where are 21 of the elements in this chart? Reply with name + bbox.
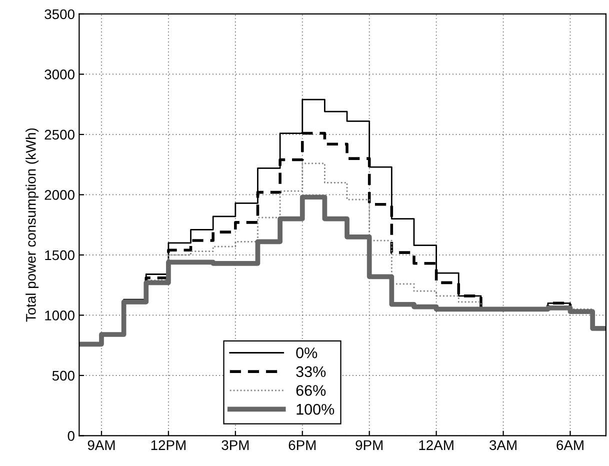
x-tick-label: 6AM bbox=[556, 440, 584, 450]
y-tick-label: 2500 bbox=[44, 130, 74, 140]
x-tick-label: 3PM bbox=[222, 440, 249, 450]
legend-label: 100% bbox=[296, 404, 334, 415]
x-tick-label: 9AM bbox=[88, 440, 115, 450]
x-tick-label: 12AM bbox=[419, 440, 454, 450]
y-tick-label: 2000 bbox=[44, 190, 74, 200]
legend-label: 66% bbox=[296, 385, 326, 396]
y-axis-title: Total power consumption (kWh) bbox=[26, 128, 39, 322]
x-tick-label: 9PM bbox=[356, 440, 382, 450]
x-tick-label: 3AM bbox=[490, 440, 516, 450]
y-tick-label: 3000 bbox=[44, 70, 74, 80]
y-tick-label: 3500 bbox=[44, 9, 74, 20]
x-tick-label: 12PM bbox=[151, 440, 186, 450]
x-tick-label: 6PM bbox=[288, 440, 316, 450]
y-tick-label: 1000 bbox=[45, 310, 74, 320]
y-tick-label: 0 bbox=[68, 431, 74, 441]
y-tick-label: 1500 bbox=[45, 250, 74, 260]
y-tick-label: 500 bbox=[52, 370, 74, 381]
legend-label: 33% bbox=[296, 366, 326, 378]
legend-label: 0% bbox=[296, 347, 318, 358]
